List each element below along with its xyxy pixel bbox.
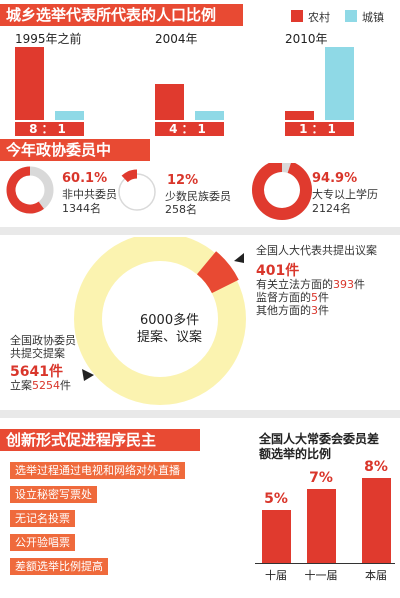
npc-line-2: 监督方面的5件 [256,291,329,304]
step-secret-ballot: 无记名投票 [10,510,75,527]
cppcc-count-3: 2124名 [312,202,351,215]
diff-category-3: 本届 [365,569,387,582]
cppcc-pointer [82,369,94,381]
diff-chart-baseline [255,563,395,564]
diff-bar-3 [362,478,391,563]
innovation-section-title: 创新形式促进程序民主 [0,429,200,451]
rural-bar-3 [285,110,314,120]
diff-category-1: 十届 [265,569,287,582]
year-label-3: 2010年 [285,32,328,46]
ring-arc-3 [252,163,312,220]
cppcc-label-3: 大专以上学历 [312,188,378,201]
rural-bar-2 [155,83,184,120]
year-label-2: 2004年 [155,32,198,46]
cppcc-label-2: 少数民族委员 [165,190,231,203]
cppcc-proposal-filed: 立案5254件 [10,379,71,392]
urban-bar-2 [195,110,224,120]
ring-arc-2 [121,169,138,183]
legend-rural-label: 农村 [308,11,330,24]
urban-bar-1 [55,110,84,120]
step-live-broadcast: 选举过程通过电视和网络对外直播 [10,462,185,479]
rural-bar-1 [15,47,44,120]
legend-urban-label: 城镇 [362,11,384,24]
cppcc-proposal-title-1: 全国政协委员 [10,334,76,347]
cppcc-count-1: 1344名 [62,202,101,215]
donut-center-line1: 6000多件 [140,313,200,328]
section-divider-2 [0,410,400,418]
cppcc-proposal-total: 5641件 [10,364,63,380]
donut-center-line2: 提案、议案 [137,330,203,345]
donut-slice-cppcc [74,237,246,405]
year-label-1: 1995年之前 [15,32,82,46]
urban-bar-3 [325,47,354,120]
npc-line-1: 有关立法方面的393件 [256,278,365,291]
diff-value-3: 8% [364,459,388,475]
npc-total: 401件 [256,263,300,279]
ratio-label-2: 4：1 [155,122,224,136]
legend-rural-swatch [291,10,303,22]
cppcc-pct-1: 60.1% [62,171,108,186]
cppcc-rings [6,163,312,220]
step-secret-booth: 设立秘密写票处 [10,486,97,503]
cppcc-proposal-title-2: 共提交提案 [10,347,65,360]
step-diff-ratio: 差额选举比例提高 [10,558,108,575]
step-open-count: 公开验唱票 [10,534,75,551]
ring-arc-1 [6,166,44,214]
section-divider-1 [0,227,400,235]
npc-line-3: 其他方面的3件 [256,304,329,317]
cppcc-pct-2: 12% [167,173,199,188]
cppcc-label-1: 非中共委员 [62,188,117,201]
page-title: 城乡选举代表所代表的人口比例 [0,4,243,26]
diff-chart-title: 全国人大常委会委员差额选举的比例 [259,432,380,461]
diff-bar-1 [262,509,291,563]
cppcc-count-2: 258名 [165,203,197,216]
cppcc-pct-3: 94.9% [312,171,358,186]
diff-value-2: 7% [309,469,333,486]
ratio-label-3: 1：1 [285,122,354,136]
legend-urban-swatch [345,10,357,22]
diff-value-1: 5% [264,490,288,507]
proposals-donut [74,237,246,405]
diff-category-2: 十一届 [304,569,338,582]
diff-bar-2 [307,488,336,563]
cppcc-section-title: 今年政协委员中 [0,139,150,161]
donut-slice-npc [196,251,239,294]
ring-track-2 [118,173,156,211]
ratio-label-1: 8：1 [15,122,84,136]
npc-pointer [234,253,244,263]
npc-title: 全国人大代表共提出议案 [256,244,377,257]
